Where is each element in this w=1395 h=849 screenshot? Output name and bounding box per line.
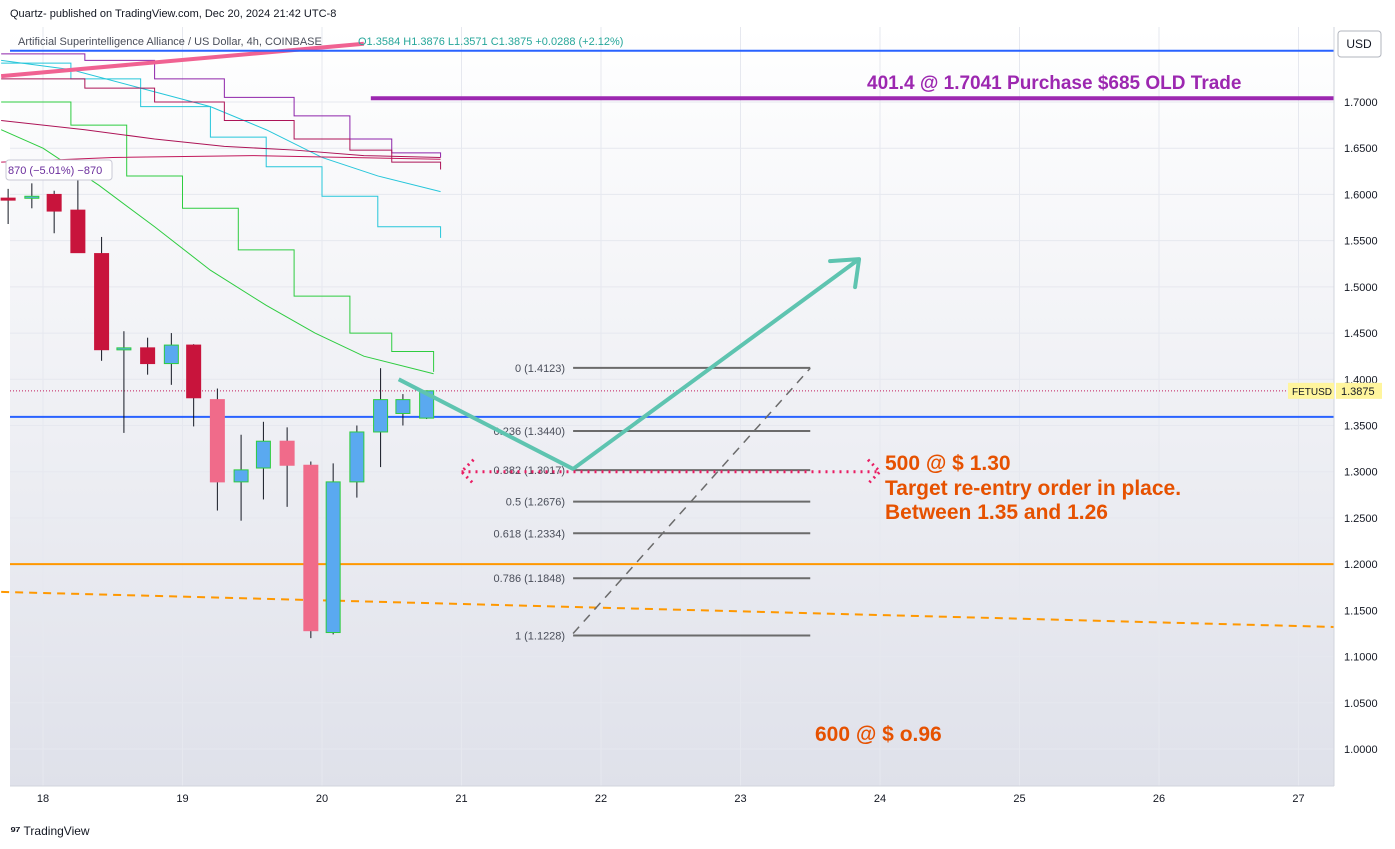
- candle-down: [140, 347, 156, 365]
- candle-down: [186, 344, 202, 399]
- published-caption: Quartz- published on TradingView.com, De…: [10, 8, 337, 20]
- y-tick-label: 1.1500: [1344, 605, 1378, 617]
- y-tick-label: 1.3500: [1344, 421, 1378, 433]
- x-tick-label: 18: [37, 793, 49, 805]
- usd-button[interactable]: USD: [1337, 30, 1382, 58]
- candles: [0, 171, 435, 639]
- low-order-annotation: 600 @ $ o.96: [815, 723, 942, 746]
- y-tick-label: 1.0500: [1344, 698, 1378, 710]
- ma-green-line: [1, 101, 435, 372]
- symbol-line: Artificial Superintelligence Alliance / …: [18, 36, 322, 48]
- fib-level-label: 0.5 (1.2676): [506, 497, 565, 509]
- orange-dashed-trendline: [1, 590, 1335, 628]
- fib-level-label: 1 (1.1228): [515, 630, 565, 642]
- x-tick-label: 23: [734, 793, 746, 805]
- candle-up: [349, 431, 365, 483]
- x-tick-label: 26: [1153, 793, 1165, 805]
- plot-background: [10, 27, 1334, 786]
- last-price-label: FETUSD 1.3875: [1288, 382, 1382, 399]
- time-axis-ticks: 18 19 20 21 22 23 24 25 26 27: [37, 793, 1305, 805]
- candle-down: [209, 399, 225, 483]
- price-axis[interactable]: [1334, 27, 1395, 786]
- fib-retracement[interactable]: 0 (1.4123)0.236 (1.3440)0.382 (1.3017)0.…: [494, 363, 811, 643]
- y-tick-label: 1.1000: [1344, 652, 1378, 664]
- ma-purple-line: [1, 53, 442, 158]
- x-tick-label: 20: [316, 793, 328, 805]
- candle-up: [233, 469, 249, 483]
- candle-up: [325, 481, 341, 634]
- y-tick-label: 1.2500: [1344, 513, 1378, 525]
- price-axis-ticks: 1.70001.65001.60001.55001.50001.45001.40…: [1344, 97, 1378, 756]
- y-tick-label: 1.7000: [1344, 97, 1378, 109]
- tradingview-footer[interactable]: ⁹⁷ TradingView: [10, 823, 90, 838]
- old-trade-annotation: 401.4 @ 1.7041 Purchase $685 OLD Trade: [867, 73, 1241, 94]
- teal-projection-path: [397, 257, 861, 471]
- ohlc-values: O1.3584 H1.3876 L1.3571 C1.3875 +0.0288 …: [358, 36, 623, 48]
- candle-down: [46, 193, 62, 212]
- ma-purple-line: [1, 119, 441, 158]
- x-tick-label: 27: [1292, 793, 1304, 805]
- reentry-annotation-line1: 500 @ $ 1.30: [885, 452, 1011, 475]
- last-price-tag: [1336, 382, 1382, 399]
- candle-down: [94, 253, 110, 351]
- reentry-annotation-line3: Between 1.35 and 1.26: [885, 501, 1108, 524]
- ma-pink-thick-line: [0, 41, 365, 79]
- candle-down: [303, 464, 319, 632]
- y-tick-label: 1.6000: [1344, 189, 1378, 201]
- x-tick-label: 22: [595, 793, 607, 805]
- horizontal-lines: [1, 49, 1335, 628]
- x-tick-label: 25: [1013, 793, 1025, 805]
- x-tick-label: 21: [455, 793, 467, 805]
- candle-up: [163, 344, 179, 365]
- y-tick-label: 1.3000: [1344, 467, 1378, 479]
- symbol-tag: [1288, 382, 1334, 399]
- last-price-value: 1.3875: [1341, 386, 1375, 398]
- usd-button-label: USD: [1346, 37, 1372, 51]
- candle-up: [116, 347, 132, 351]
- y-tick-label: 1.4500: [1344, 328, 1378, 340]
- fib-level-label: 0.786 (1.1848): [494, 573, 566, 585]
- measure-tooltip-label: 870 (−5.01%) −870: [8, 165, 102, 177]
- drawings: [397, 257, 883, 634]
- moving-averages: [0, 41, 442, 375]
- candle-down: [279, 440, 295, 466]
- x-tick-label: 24: [874, 793, 886, 805]
- candle-up: [255, 440, 271, 469]
- fib-level-label: 0.618 (1.2334): [494, 528, 566, 540]
- candle-down: [70, 209, 86, 254]
- ma-cyan-line: [1, 62, 442, 238]
- y-tick-label: 1.6500: [1344, 143, 1378, 155]
- tradingview-logo-icon: ⁹⁷: [10, 823, 21, 838]
- y-tick-label: 1.5500: [1344, 236, 1378, 248]
- teal-arrow-head: [828, 257, 862, 290]
- candle-up: [24, 195, 40, 199]
- symbol-tag-label: FETUSD: [1292, 387, 1332, 398]
- fib-level-label: 0.382 (1.3017): [494, 465, 566, 477]
- y-tick-label: 1.2000: [1344, 559, 1378, 571]
- reentry-annotation-line2: Target re-entry order in place.: [885, 477, 1181, 500]
- candle-up: [373, 399, 389, 433]
- time-axis[interactable]: [0, 786, 1395, 814]
- ma-cyan-line: [1, 59, 441, 193]
- tradingview-brand: TradingView: [23, 823, 90, 838]
- x-tick-label: 19: [176, 793, 188, 805]
- y-tick-label: 1.5000: [1344, 282, 1378, 294]
- y-tick-label: 1.0000: [1344, 744, 1378, 756]
- fib-level-label: 0 (1.4123): [515, 363, 565, 375]
- candle-down: [0, 197, 16, 201]
- measure-tooltip: 870 (−5.01%) −870: [5, 159, 113, 181]
- candle-up: [395, 399, 411, 414]
- gray-dashed-trendline: [572, 367, 811, 634]
